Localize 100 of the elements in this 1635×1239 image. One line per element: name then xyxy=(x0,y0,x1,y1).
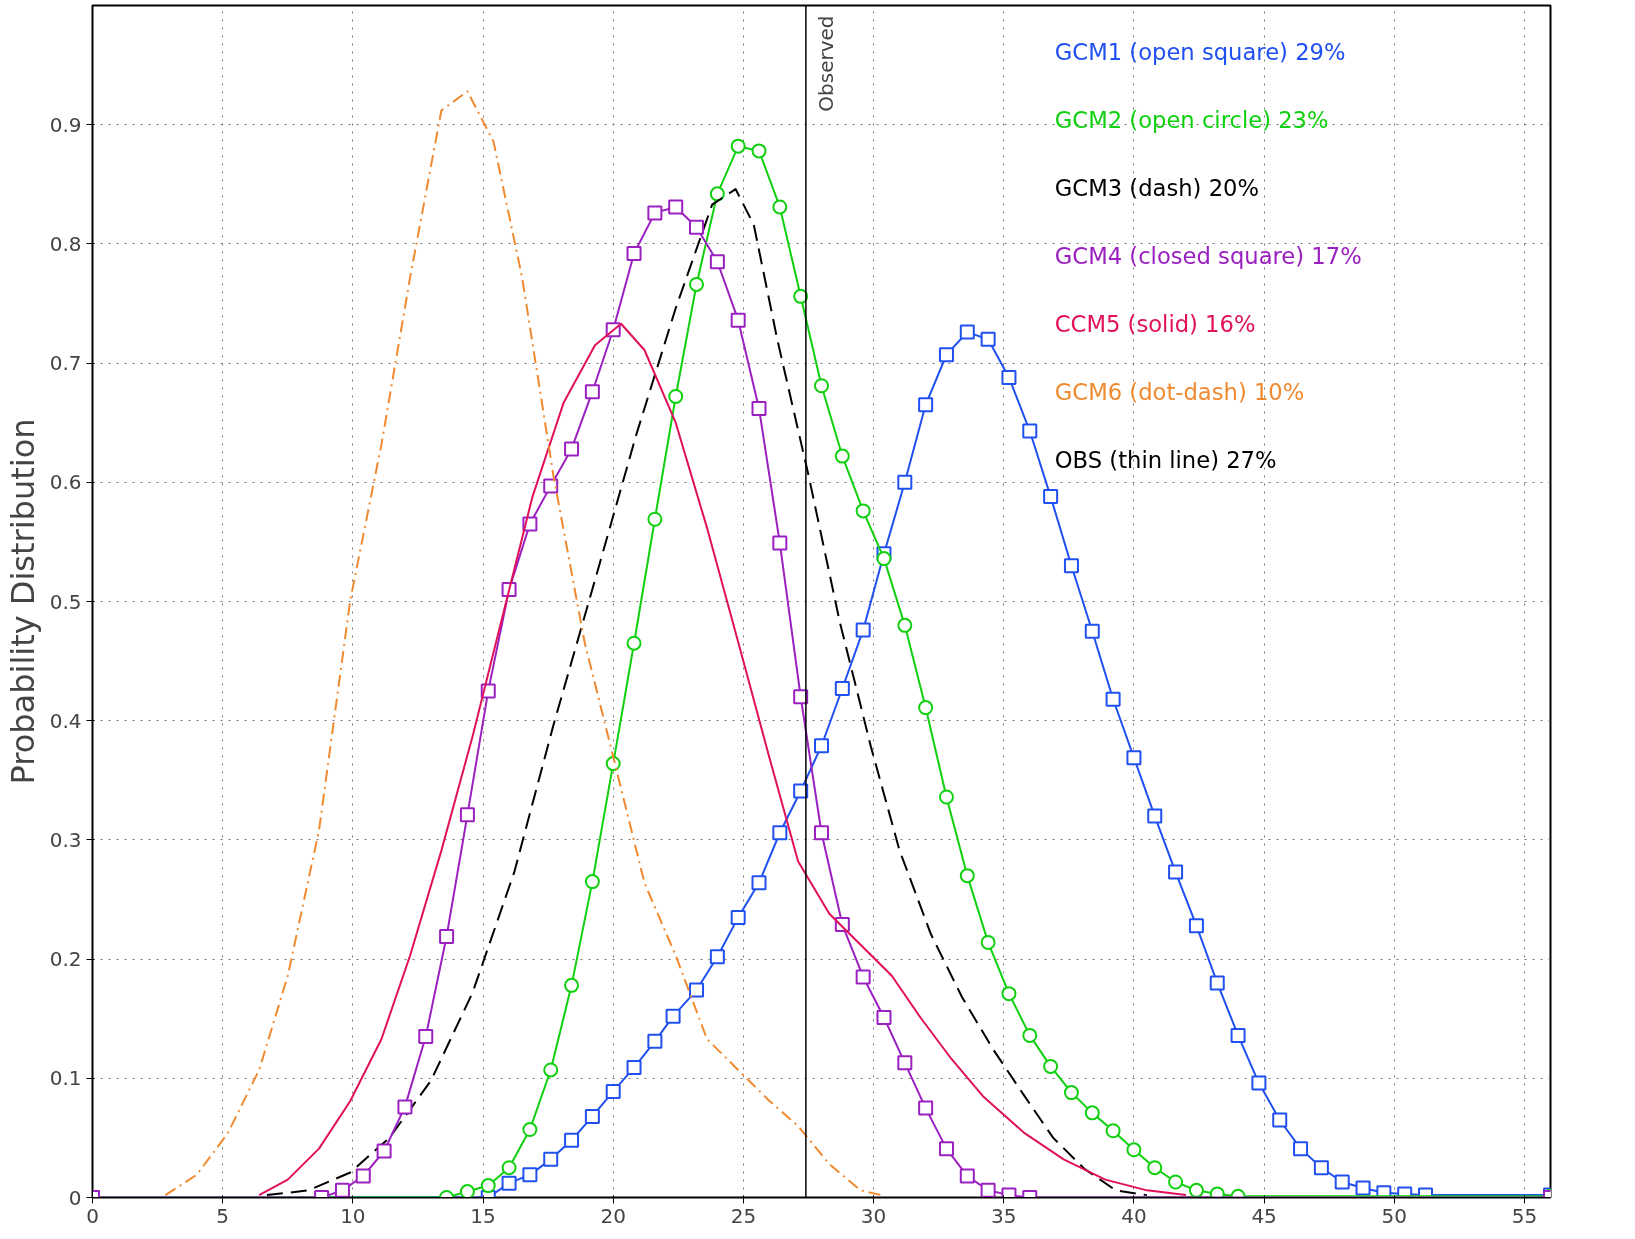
point xyxy=(439,928,455,944)
point xyxy=(501,1160,517,1176)
x-tick-label: 0 xyxy=(86,1203,99,1228)
point xyxy=(980,1182,996,1198)
point xyxy=(938,1141,954,1157)
point xyxy=(1043,489,1059,505)
point xyxy=(1063,558,1079,574)
point xyxy=(1126,750,1142,766)
x-tick-label: 50 xyxy=(1381,1203,1408,1228)
x-tick-label: 40 xyxy=(1121,1203,1147,1228)
point xyxy=(665,1008,681,1024)
point xyxy=(1147,1160,1163,1176)
point xyxy=(584,384,600,400)
point xyxy=(897,474,913,490)
x-tick-label: 10 xyxy=(340,1203,366,1228)
point xyxy=(334,1182,350,1198)
point xyxy=(1230,1027,1246,1043)
point xyxy=(459,807,475,823)
point xyxy=(501,1175,517,1191)
point xyxy=(1001,986,1017,1002)
point xyxy=(584,1108,600,1124)
point xyxy=(897,617,913,633)
point xyxy=(876,1010,892,1026)
point xyxy=(543,1062,559,1078)
point xyxy=(1105,1123,1121,1139)
point xyxy=(1022,1027,1038,1043)
point xyxy=(918,700,934,716)
x-tick-label: 30 xyxy=(860,1203,887,1228)
text: GCM4 (closed square) 17% xyxy=(1054,242,1362,269)
point xyxy=(876,551,892,567)
point xyxy=(1063,1085,1079,1101)
point xyxy=(543,478,559,494)
point xyxy=(564,441,580,457)
y-tick-label: 0.4 xyxy=(49,708,82,733)
point xyxy=(626,635,642,651)
point xyxy=(668,199,684,215)
point xyxy=(1272,1112,1288,1128)
point xyxy=(418,1029,434,1045)
point xyxy=(855,503,871,519)
point xyxy=(1001,369,1017,385)
point xyxy=(355,1168,371,1184)
point xyxy=(751,875,767,891)
point xyxy=(730,909,746,925)
text: GCM2 (open circle) 23% xyxy=(1054,107,1329,134)
point xyxy=(959,868,975,884)
point xyxy=(397,1099,413,1115)
point xyxy=(647,511,663,527)
point xyxy=(1188,1182,1204,1198)
point xyxy=(980,934,996,950)
point xyxy=(980,331,996,347)
point xyxy=(543,1151,559,1167)
y-tick-label: 0.9 xyxy=(49,112,82,137)
y-tick-label: 0 xyxy=(68,1185,82,1210)
point xyxy=(1105,691,1121,707)
point xyxy=(751,143,767,159)
point xyxy=(730,138,746,154)
point xyxy=(772,199,788,215)
point xyxy=(1334,1174,1350,1190)
ref-line-label: Observed xyxy=(813,15,838,112)
y-tick-label: 0.2 xyxy=(49,947,82,972)
point xyxy=(855,622,871,638)
point xyxy=(814,825,829,841)
text: CCM5 (solid) 16% xyxy=(1054,310,1256,337)
point xyxy=(564,1132,580,1148)
point xyxy=(834,681,850,697)
x-tick-label: 20 xyxy=(600,1203,626,1228)
point xyxy=(626,1060,642,1076)
point xyxy=(814,378,829,394)
x-tick-label: 25 xyxy=(730,1203,757,1228)
point xyxy=(1126,1142,1142,1158)
point xyxy=(772,825,788,841)
y-tick-label: 0.7 xyxy=(49,351,82,376)
point xyxy=(1084,1105,1100,1121)
point xyxy=(772,535,788,551)
text: GCM3 (dash) 20% xyxy=(1054,174,1259,201)
point xyxy=(918,1100,934,1116)
x-tick-label: 45 xyxy=(1251,1203,1277,1228)
y-tick-label: 0.5 xyxy=(49,589,82,614)
point xyxy=(751,400,767,416)
point xyxy=(689,219,705,235)
y-tick-label: 0.3 xyxy=(49,827,82,852)
point xyxy=(814,738,829,754)
point xyxy=(689,982,705,998)
text: GCM6 (dot-dash) 10% xyxy=(1054,378,1305,405)
point xyxy=(1022,423,1038,439)
x-tick-label: 15 xyxy=(470,1203,496,1228)
point xyxy=(1313,1160,1329,1176)
point xyxy=(709,254,725,270)
point xyxy=(522,1122,538,1138)
point xyxy=(480,1178,496,1194)
point xyxy=(459,1184,475,1198)
point xyxy=(918,397,934,413)
point xyxy=(1043,1058,1059,1074)
point xyxy=(522,1167,538,1183)
point xyxy=(897,1055,913,1071)
point xyxy=(1168,864,1184,880)
point xyxy=(1147,808,1163,824)
point xyxy=(605,1083,621,1099)
x-tick-label: 55 xyxy=(1511,1203,1538,1228)
point xyxy=(1355,1180,1371,1196)
